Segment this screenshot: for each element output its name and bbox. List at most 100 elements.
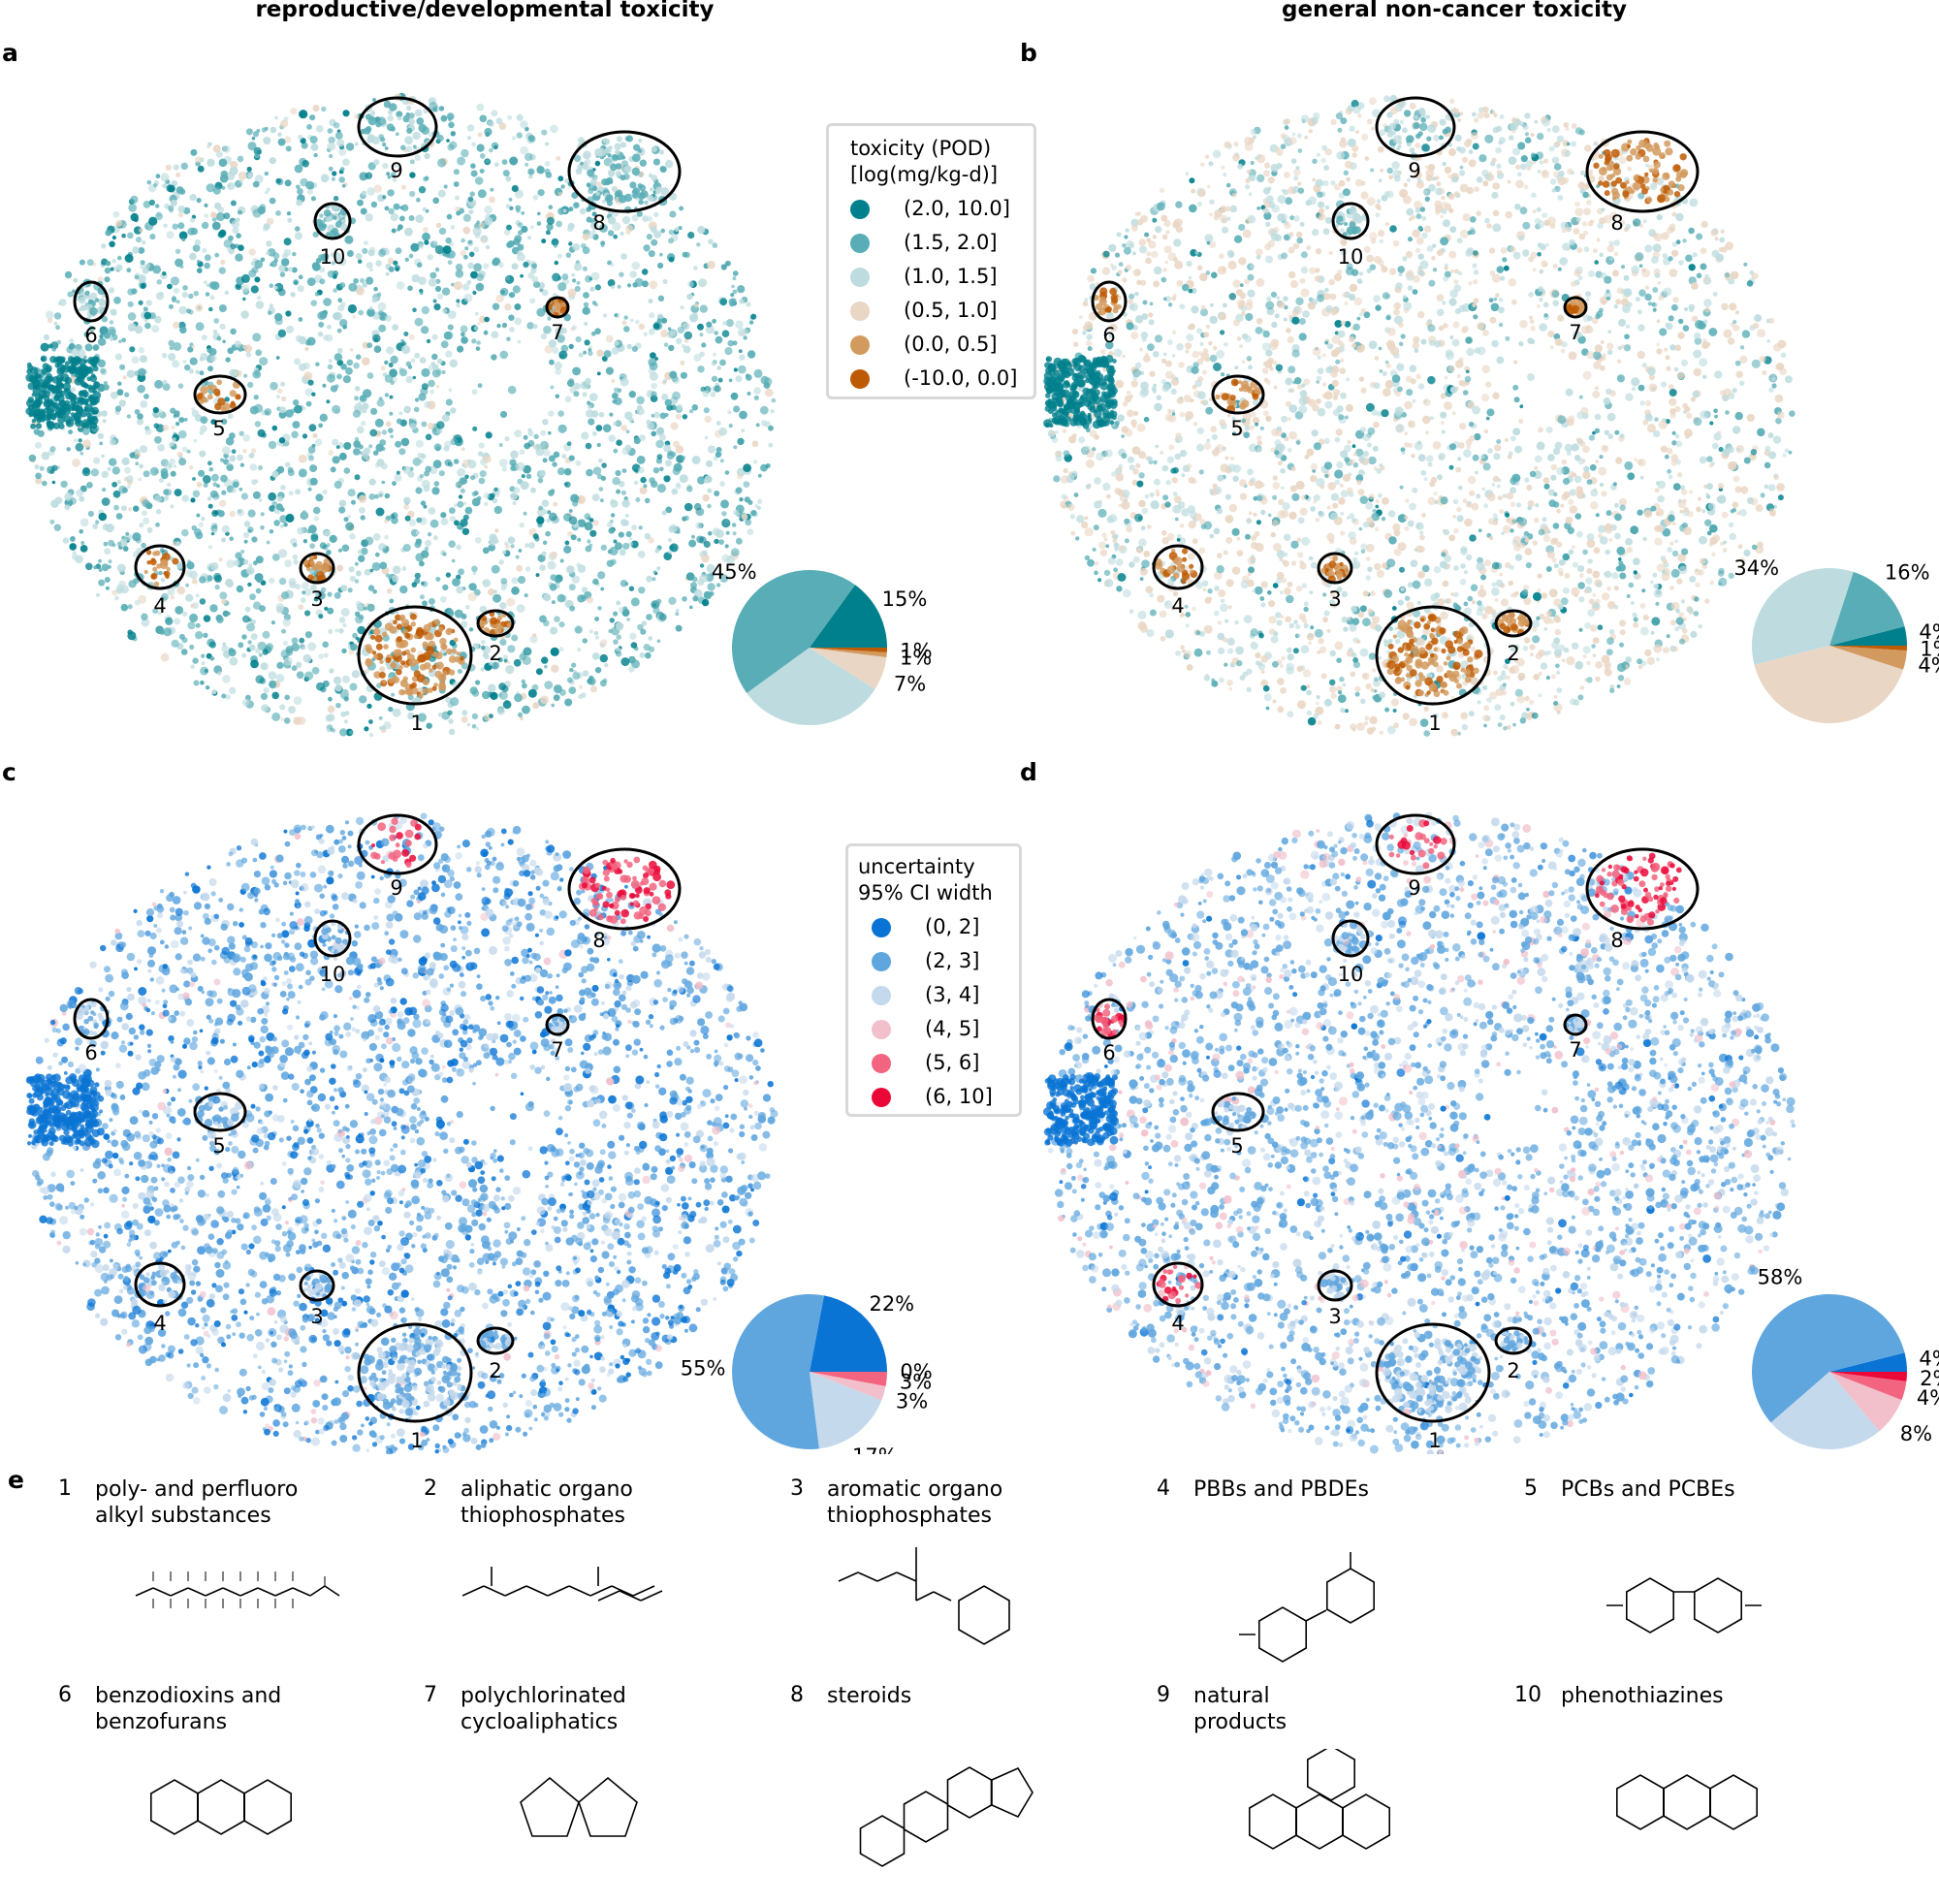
chemical-class-9: 9 natural products: [1157, 1683, 1506, 1882]
legend-swatch: [872, 918, 891, 937]
cluster-1-circle: [357, 1322, 473, 1423]
cluster-4-label: 4: [1171, 1312, 1184, 1335]
cluster-7-label: 7: [1569, 1038, 1581, 1062]
class-number: 10: [1514, 1683, 1542, 1707]
cluster-8-label: 8: [592, 929, 605, 952]
pie-slice: [810, 1372, 882, 1449]
class-number: 8: [790, 1683, 804, 1707]
pie-label: 3%: [900, 1370, 932, 1393]
perfluoroalkyl-chain-structure: [135, 1571, 340, 1608]
scatter-points: [25, 92, 777, 737]
cluster-1-circle: [357, 605, 473, 706]
cluster-8-circle: [1585, 130, 1700, 213]
class-name-line1: steroids: [827, 1684, 912, 1708]
legend-label: (0.0, 0.5]: [904, 333, 998, 356]
cluster-7-circle: [1563, 1013, 1588, 1036]
pie-label: 1%: [900, 646, 932, 669]
pie-slice: [810, 648, 887, 689]
class-number: 5: [1524, 1476, 1538, 1501]
cluster-7-label: 7: [551, 1038, 563, 1062]
pie-slice: [810, 1372, 887, 1386]
class-name-line2: products: [1193, 1710, 1287, 1734]
class-name-line1: polychlorinated: [461, 1684, 626, 1708]
chemical-class-7: 7 polychlorinated cycloaliphatics: [424, 1683, 773, 1882]
panel-letter-b: b: [1020, 39, 1037, 67]
title-general-toxicity: general non-cancer toxicity: [1281, 0, 1628, 22]
chemical-class-10: 10 phenothiazines: [1514, 1683, 1873, 1882]
pie-label: 7%: [894, 672, 926, 695]
cluster-2-circle: [476, 609, 515, 638]
pie-slice: [1754, 646, 1904, 723]
cluster-8-label: 8: [1610, 929, 1623, 952]
class-number: 2: [424, 1476, 437, 1501]
cluster-3-label: 3: [1328, 587, 1341, 611]
cluster-4-label: 4: [153, 1312, 166, 1335]
class-number: 3: [790, 1476, 804, 1501]
aromatic-thiophosphate-structure: [838, 1547, 1010, 1645]
cluster-8-circle: [1585, 847, 1700, 931]
cluster-7-label: 7: [551, 321, 563, 344]
class-name-line1: PCBs and PCBEs: [1561, 1477, 1735, 1502]
class-name: PBBs and PBDEs: [1193, 1476, 1369, 1503]
cluster-5-label: 5: [212, 1134, 225, 1158]
cluster-6-circle: [73, 280, 110, 323]
uncertainty-legend-title: uncertainty: [858, 855, 975, 878]
pie-label: 45%: [712, 560, 757, 584]
cluster-1-label: 1: [1428, 1429, 1441, 1452]
legend-label: (-10.0, 0.0]: [904, 366, 1018, 390]
pie-slice: [1829, 1352, 1907, 1372]
pie-label: 1%: [900, 640, 932, 663]
scatter-points: [1043, 94, 1796, 737]
chemical-class-3: 3 aromatic organo thiophosphates: [790, 1476, 1139, 1675]
cluster-7-circle: [1563, 296, 1588, 319]
cluster-8-circle: [567, 847, 682, 931]
pie-slice: [810, 585, 887, 648]
legend-swatch: [850, 369, 870, 389]
cluster-6-circle: [1091, 280, 1128, 323]
class-name: natural products: [1193, 1683, 1287, 1735]
legend-label: (3, 4]: [925, 983, 980, 1006]
cluster-2-circle: [1494, 1326, 1533, 1355]
chemical-class-5: 5 PCBs and PCBEs: [1524, 1476, 1873, 1675]
pie-label: 4%: [1918, 654, 1939, 678]
cluster-9-circle: [357, 813, 438, 875]
cluster-3-circle: [1317, 1269, 1353, 1302]
class-name: aliphatic organo thiophosphates: [461, 1476, 633, 1529]
cluster-10-label: 10: [320, 245, 346, 269]
pie-label: 3%: [896, 1390, 928, 1413]
legend-swatch: [872, 1054, 891, 1073]
cluster-4-circle: [1152, 544, 1204, 590]
cluster-9-label: 9: [1408, 876, 1420, 900]
cluster-4-label: 4: [1171, 594, 1184, 618]
cluster-5-label: 5: [212, 417, 225, 440]
cluster-5-circle: [193, 374, 247, 415]
steroid-structure: [859, 1766, 1033, 1867]
class-name: polychlorinated cycloaliphatics: [461, 1683, 626, 1735]
cluster-7-circle: [545, 296, 570, 319]
cluster-4-label: 4: [153, 594, 166, 618]
cluster-1-label: 1: [1428, 712, 1441, 735]
pie-slice: [810, 1295, 887, 1372]
pie-chart-c: 22%55%17%3%3%0%: [681, 1292, 933, 1454]
cluster-5-label: 5: [1230, 1134, 1243, 1158]
legend-label: (4, 5]: [925, 1017, 980, 1040]
toxicity-legend-title: toxicity (POD): [850, 137, 992, 160]
pie-label: 4%: [1917, 1386, 1939, 1410]
spiro-cyclopentadiene-structure: [520, 1776, 638, 1837]
scatter-points: [25, 812, 779, 1454]
cluster-3-circle: [1317, 552, 1353, 585]
panel-letter-a: a: [2, 39, 18, 67]
class-name-line2: cycloaliphatics: [461, 1710, 619, 1734]
cluster-2-circle: [476, 1326, 515, 1355]
class-number: 4: [1157, 1476, 1170, 1501]
cluster-5-label: 5: [1230, 417, 1243, 440]
legend-label: (1.5, 2.0]: [904, 231, 998, 254]
cluster-6-label: 6: [84, 1041, 97, 1064]
pie-slice: [732, 570, 856, 694]
pie-label: 15%: [882, 587, 928, 611]
class-number: 6: [58, 1683, 72, 1707]
title-reproductive-toxicity: reproductive/developmental toxicity: [255, 0, 715, 22]
cluster-10-label: 10: [1338, 963, 1364, 986]
cluster-8-label: 8: [1610, 211, 1623, 235]
cluster-3-circle: [299, 1269, 335, 1302]
